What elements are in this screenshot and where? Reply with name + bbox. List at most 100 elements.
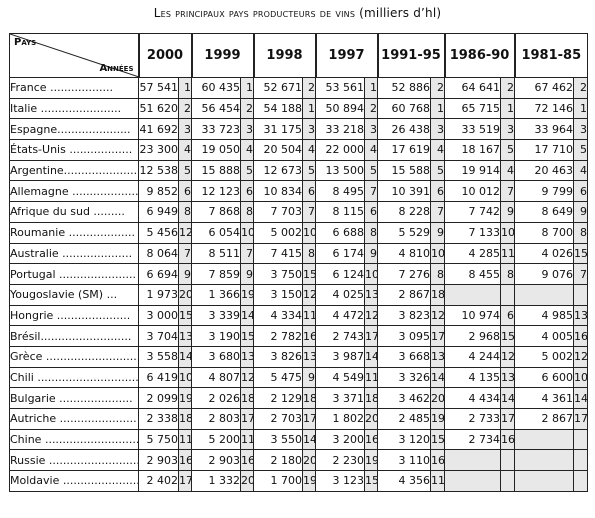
rank-value: 9: [302, 366, 316, 389]
production-value: 3 200: [315, 428, 365, 451]
rank-value: 16: [178, 449, 192, 472]
production-value: 3 120: [377, 428, 431, 451]
production-value: 4 549: [315, 366, 365, 389]
rank-value: 6: [429, 180, 446, 203]
table-row: France .................. 57 541 1 60 435 1 5…: [9, 77, 589, 99]
production-value: 65 715: [444, 97, 502, 120]
table-row: États-Unis .................. 23 300 4 19 0…: [9, 139, 589, 161]
production-value: 52 671: [253, 77, 303, 99]
production-value: 6 949: [138, 201, 179, 223]
production-value: 2 026: [191, 387, 241, 409]
table-row: Autriche ......................2 338182 …: [9, 408, 589, 430]
production-value: 52 886: [377, 77, 431, 99]
year-header: 1998: [252, 33, 316, 78]
table-row: Brésil..........................3 704133…: [9, 325, 589, 347]
rank-value: 8: [500, 263, 516, 285]
production-value: 8 649: [514, 201, 575, 223]
year-header: 1986-90: [443, 33, 516, 78]
rank-value: 14: [573, 387, 589, 409]
production-value: 13 500: [315, 159, 365, 182]
rank-value: 17: [178, 470, 192, 492]
rank-value: 11: [178, 428, 192, 451]
production-value: 8 115: [315, 201, 365, 223]
rank-value: 6: [302, 180, 316, 203]
production-value: 4 026: [514, 242, 575, 265]
rank-value: 10: [364, 263, 378, 285]
rank-value: 10: [573, 366, 589, 389]
production-value: 15 588: [377, 159, 431, 182]
production-value: 18 167: [444, 139, 502, 161]
rank-value: 16: [573, 325, 589, 347]
rank-value: 4: [500, 159, 516, 182]
country-name: Hongrie .....................: [9, 304, 139, 327]
production-value: 2 099: [138, 387, 179, 409]
production-value: 6 419: [138, 366, 179, 389]
rank-value: 9: [573, 201, 589, 223]
production-value: 2 129: [253, 387, 303, 409]
production-value: 1 973: [138, 283, 179, 306]
rank-value: 16: [364, 428, 378, 451]
production-value: 2 743: [315, 325, 365, 347]
rank-value: 13: [573, 304, 589, 327]
rank-value: 3: [429, 118, 446, 141]
table-row: Russie ..........................2 90316…: [9, 449, 589, 472]
production-value: 60 435: [191, 77, 241, 99]
table-body: France .................. 57 541 1 60 435 1 5…: [9, 77, 589, 492]
production-value: 33 723: [191, 118, 241, 141]
rank-value: 3: [500, 118, 516, 141]
rank-value: 10: [178, 366, 192, 389]
production-value: 10 391: [377, 180, 431, 203]
production-value: [514, 449, 575, 472]
production-value: 20 504: [253, 139, 303, 161]
production-value: 10 012: [444, 180, 502, 203]
rank-value: 7: [429, 201, 446, 223]
production-value: 3 326: [377, 366, 431, 389]
production-value: 6 694: [138, 263, 179, 285]
rank-value: 15: [364, 470, 378, 492]
rank-value: 5: [429, 159, 446, 182]
rank-value: 15: [429, 428, 446, 451]
production-value: 6 688: [315, 221, 365, 244]
country-name: Chili .............................: [9, 366, 139, 389]
production-value: 2 903: [191, 449, 241, 472]
rank-value: 18: [178, 408, 192, 430]
rank-value: 15: [240, 325, 254, 347]
table-row: Afrique du sud ......... 6 949 8 7 868 8 7 70…: [9, 201, 589, 223]
year-header: 2000: [137, 33, 192, 78]
rank-value: 9: [178, 263, 192, 285]
rank-value: 14: [429, 366, 446, 389]
rank-value: 11: [240, 428, 254, 451]
production-value: 4 244: [444, 345, 502, 368]
rank-value: 17: [240, 408, 254, 430]
rank-value: 5: [178, 159, 192, 182]
production-value: 17 619: [377, 139, 431, 161]
table-row: Chili ............................. 6 419…: [9, 366, 589, 389]
rank-value: 3: [240, 118, 254, 141]
title-unit: (milliers d’hl): [359, 6, 442, 20]
production-value: 5 475: [253, 366, 303, 389]
corner-label-years: Années: [99, 63, 134, 74]
rank-value: 20: [429, 387, 446, 409]
rank-value: 6: [178, 180, 192, 203]
rank-value: 20: [302, 449, 316, 472]
rank-value: 13: [364, 283, 378, 306]
rank-value: 10: [302, 221, 316, 244]
production-value: 3 190: [191, 325, 241, 347]
production-value: 2 968: [444, 325, 502, 347]
country-name: États-Unis ..................: [9, 139, 139, 161]
title-text: Les principaux pays producteurs de vins: [153, 6, 356, 20]
rank-value: 12: [364, 304, 378, 327]
rank-value: 4: [240, 139, 254, 161]
rank-value: 10: [240, 221, 254, 244]
rank-value: 8: [240, 201, 254, 223]
production-value: 3 550: [253, 428, 303, 451]
rank-value: [500, 283, 516, 306]
rank-value: 19: [240, 283, 254, 306]
rank-value: 4: [573, 159, 589, 182]
table-row: Allemagne .................... 9 852 6 12 1…: [9, 180, 589, 203]
rank-value: 8: [573, 221, 589, 244]
production-value: 6 124: [315, 263, 365, 285]
country-name: Australie ....................: [9, 242, 139, 265]
production-value: 56 454: [191, 97, 241, 120]
rank-value: 9: [240, 263, 254, 285]
